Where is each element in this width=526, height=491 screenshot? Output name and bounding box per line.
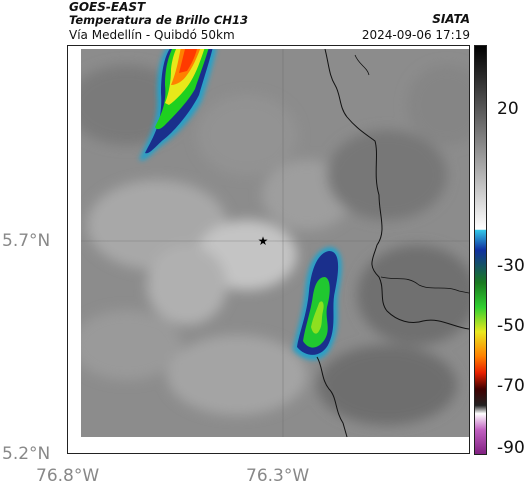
colorbar-tick-minus70: -70 xyxy=(497,376,525,396)
dept-border xyxy=(380,276,469,294)
x-tick-label-76-8w: 76.8°W xyxy=(36,466,100,486)
organization-label: SIATA xyxy=(432,12,470,26)
y-tick-label-5-2n: 5.2°N xyxy=(2,444,51,464)
product-subtitle: Temperatura de Brillo CH13 xyxy=(69,13,248,27)
route-label: Vía Medellín - Quibdó 50km xyxy=(69,28,235,42)
satellite-title: GOES-EAST xyxy=(69,0,146,14)
satellite-map[interactable]: ★ xyxy=(67,45,471,455)
colorbar-tick-minus50: -50 xyxy=(497,316,525,336)
x-tick-label-76-3w: 76.3°W xyxy=(246,466,310,486)
brightness-temperature-field xyxy=(81,49,469,437)
storm-cell-north xyxy=(139,49,217,161)
colorbar-tick-20: 20 xyxy=(497,99,519,119)
border-line xyxy=(324,49,469,330)
storm-cell-south xyxy=(293,247,342,361)
location-star-icon: ★ xyxy=(258,234,269,248)
datetime-label: 2024-09-06 17:19 xyxy=(361,28,470,42)
map-frame xyxy=(67,45,470,454)
colorbar-tick-minus30: -30 xyxy=(497,256,525,276)
y-tick-label-5-7n: 5.7°N xyxy=(2,231,51,251)
river-line xyxy=(316,356,348,437)
north-border xyxy=(354,54,370,76)
colorbar xyxy=(474,45,487,455)
colorbar-tick-minus90: -90 xyxy=(497,438,525,458)
